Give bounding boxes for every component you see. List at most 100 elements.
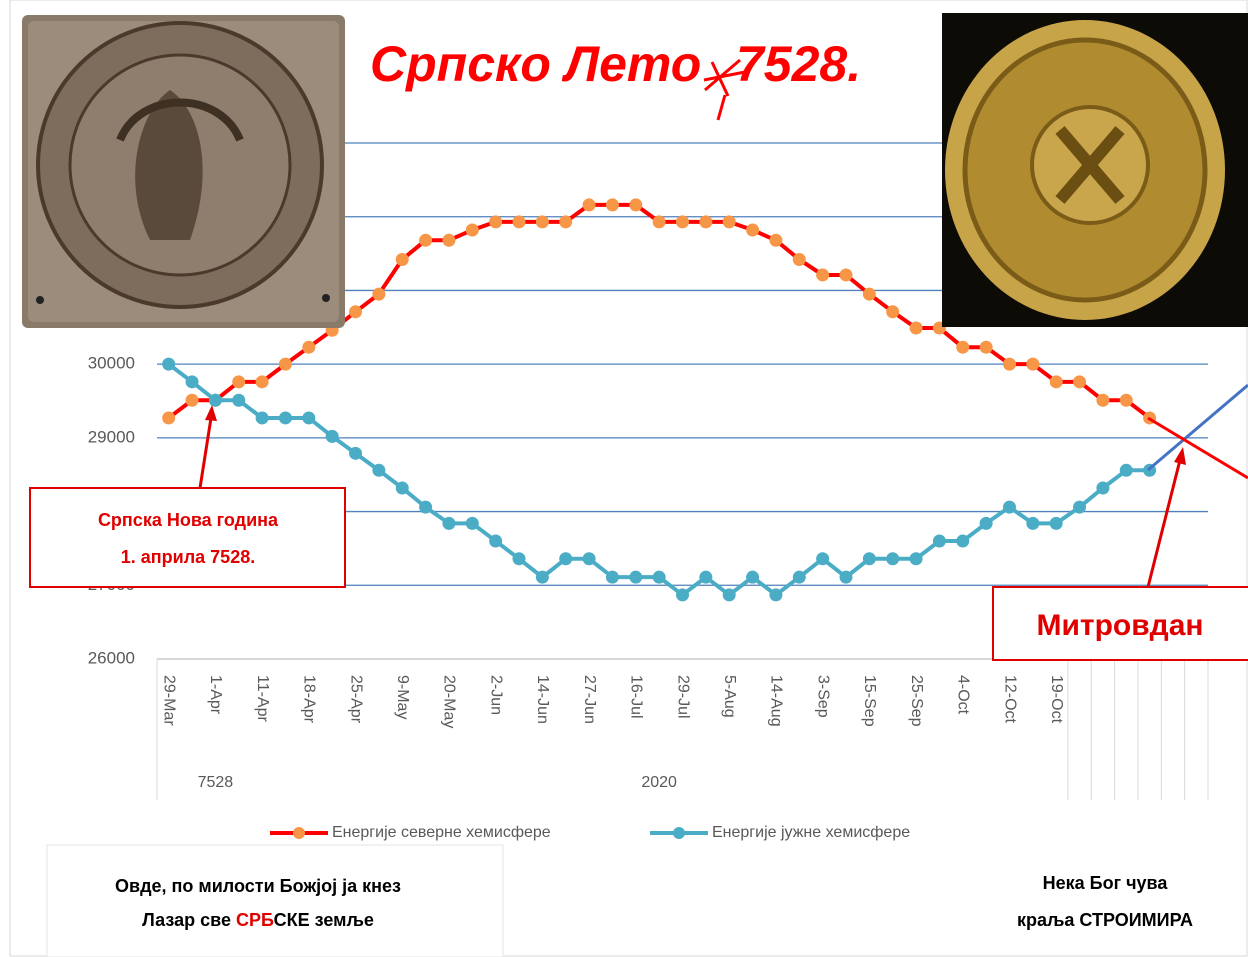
annotation-text: 1. априла 7528. [121,547,255,567]
caption-text: Овде, по милости Божјој ја кнез [115,876,401,896]
data-point [1003,501,1016,514]
data-point [162,411,175,424]
data-point [1026,517,1039,530]
data-point [489,535,502,548]
caption-box [47,845,503,957]
data-point [956,341,969,354]
data-point [980,517,993,530]
x-tick-label: 11-Apr [254,675,271,723]
data-point [559,552,572,565]
data-point [232,394,245,407]
data-point [372,288,385,301]
x-tick-label: 4-Oct [955,675,972,715]
data-point [466,517,479,530]
data-point [676,215,689,228]
caption-text: краља СТРОИМИРА [1017,910,1193,930]
caption-text: Нека Бог чува [1043,873,1169,893]
data-point [396,481,409,494]
data-point [326,430,339,443]
data-point [676,588,689,601]
data-point [513,215,526,228]
x-tick-label: 19-Oct [1048,675,1065,724]
annotation-text: Српска Нова година [98,510,279,530]
data-point [372,464,385,477]
y-tick-label: 30000 [88,354,135,373]
data-point [956,535,969,548]
data-point [536,215,549,228]
data-point [209,394,222,407]
data-point [723,588,736,601]
caption-highlight: СРБ [236,910,274,930]
data-point [886,305,899,318]
chart-title-year: 7528. [736,36,861,92]
data-point [1120,394,1133,407]
data-point [769,588,782,601]
caption-part: СКЕ земље [274,910,374,930]
annotation-box [30,488,345,587]
data-point [793,571,806,584]
data-point [863,552,876,565]
data-point [419,234,432,247]
data-point [1050,375,1063,388]
x-tick-label: 2-Jun [487,675,504,715]
seal-image-left [22,15,345,328]
data-point [910,322,923,335]
legend-marker [293,827,305,839]
data-point [793,253,806,266]
data-point [839,571,852,584]
data-point [396,253,409,266]
data-point [699,215,712,228]
data-point [629,198,642,211]
data-point [186,375,199,388]
data-point [279,411,292,424]
data-point [653,571,666,584]
data-point [559,215,572,228]
data-point [653,215,666,228]
data-point [723,215,736,228]
x-tick-label: 3-Sep [814,675,831,718]
data-point [769,234,782,247]
data-point [256,411,269,424]
data-point [746,223,759,236]
data-point [186,394,199,407]
data-point [302,341,315,354]
x-tick-label: 25-Sep [908,675,925,727]
x-tick-label: 20-May [441,675,458,728]
x-tick-label: 27-Jun [581,675,598,724]
data-point [1096,481,1109,494]
data-point [583,552,596,565]
data-point [232,375,245,388]
data-point [1096,394,1109,407]
data-point [1003,358,1016,371]
coin-image-right [942,13,1248,327]
x-tick-label: 14-Aug [768,675,785,727]
data-point [256,375,269,388]
data-point [699,571,712,584]
data-point [302,411,315,424]
data-point [816,552,829,565]
legend-label: Енергије северне хемисфере [332,824,551,841]
data-point [162,358,175,371]
data-point [1073,375,1086,388]
legend-label: Енергије јужне хемисфере [712,824,910,841]
data-point [279,358,292,371]
legend-marker [673,827,685,839]
caption-part: Лазар све [142,910,231,930]
data-point [933,535,946,548]
data-point [606,198,619,211]
chart: 2600027000280002900030000310003200033000… [0,0,1248,957]
x-tick-label: 5-Aug [721,675,738,718]
data-point [1120,464,1133,477]
data-point [583,198,596,211]
x-tick-label: 1-Apr [207,675,224,715]
data-point [863,288,876,301]
x-tick-label: 16-Jul [628,675,645,719]
data-point [536,571,549,584]
x-tick-label: 18-Apr [301,675,318,724]
data-point [886,552,899,565]
data-point [1026,358,1039,371]
data-point [839,268,852,281]
data-point [980,341,993,354]
data-point [816,268,829,281]
x-tick-label: 15-Sep [861,675,878,727]
